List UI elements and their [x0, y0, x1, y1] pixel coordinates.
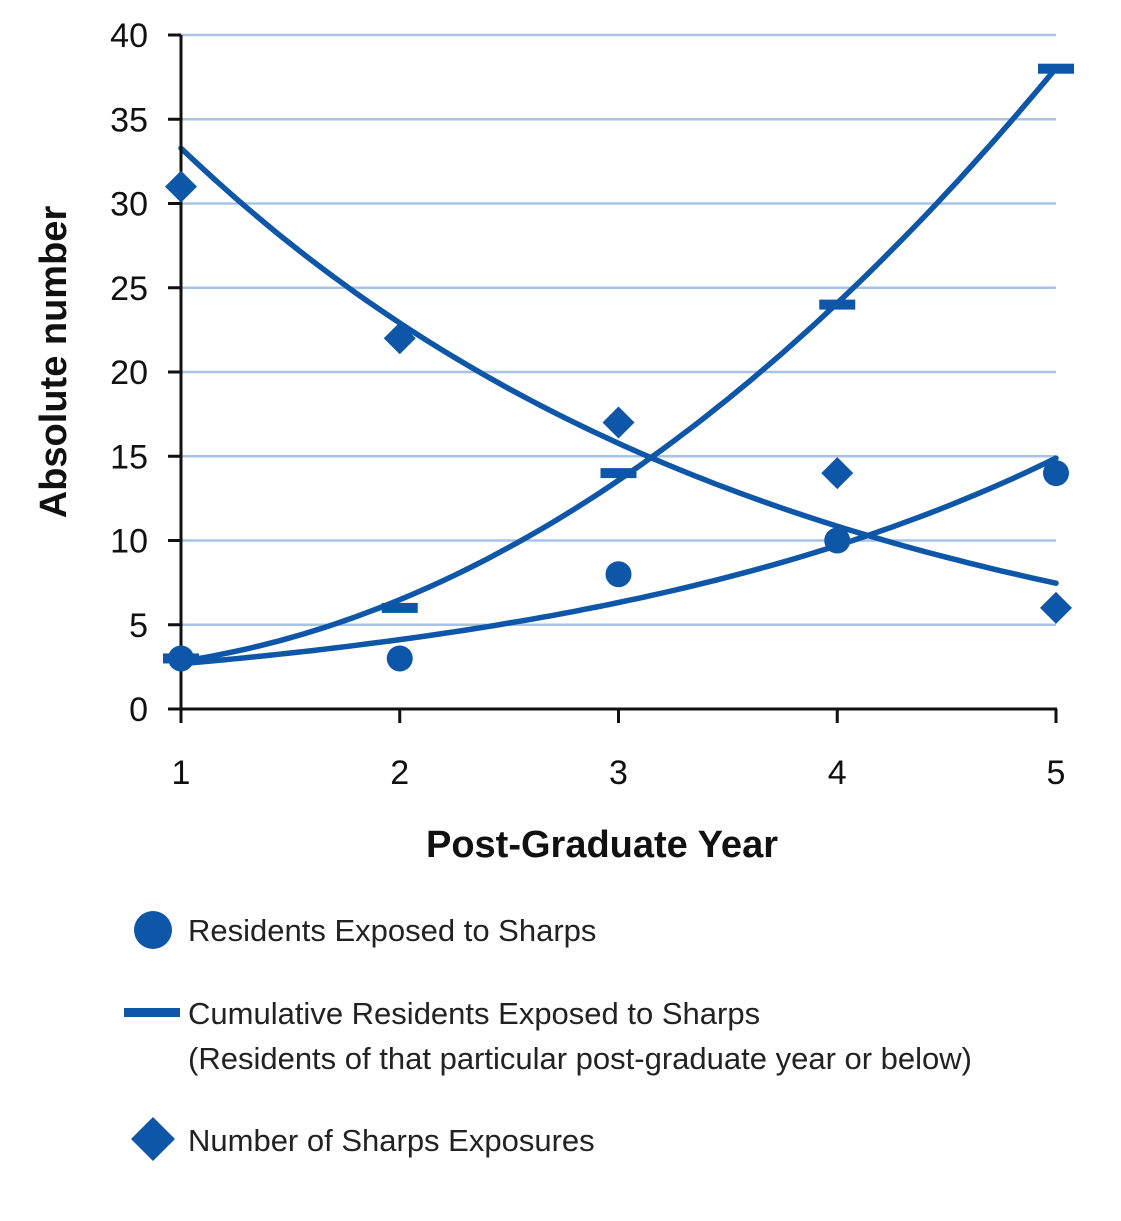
x-tick-label-3: 4: [828, 754, 847, 792]
point-s1-4: [1038, 63, 1074, 74]
point-s1-1: [381, 602, 418, 613]
y-tick-label-5: 25: [110, 270, 148, 308]
trend-lines: [178, 65, 1059, 667]
axes: [168, 33, 1058, 723]
legend-label-cumulative: Cumulative Residents Exposed to Sharps: [188, 996, 760, 1031]
legend-label-residents: Residents Exposed to Sharps: [188, 913, 596, 948]
y-tick-label-0: 0: [129, 691, 148, 729]
legend: Residents Exposed to Sharps Cumulative R…: [124, 911, 972, 1161]
y-tick-label-7: 35: [110, 101, 148, 139]
point-s1-3: [819, 299, 856, 310]
y-tick-label-1: 5: [129, 607, 148, 645]
point-s2-4: [1040, 591, 1072, 624]
x-tick-label-1: 2: [390, 754, 409, 792]
x-tick-labels: 1 2 3 4 5: [172, 754, 1066, 792]
point-s2-3: [821, 457, 854, 490]
y-tick-label-8: 40: [110, 17, 148, 55]
legend-dash-icon: [124, 1008, 180, 1017]
x-axis-title: Post-Graduate Year: [426, 824, 778, 866]
point-s0-4: [1043, 460, 1069, 487]
trend-line-2: [178, 145, 1059, 586]
point-s1-2: [600, 468, 637, 479]
y-tick-label-4: 20: [110, 354, 148, 392]
point-s0-1: [386, 645, 413, 672]
point-s0-2: [605, 561, 632, 588]
legend-diamond-icon: [131, 1117, 175, 1161]
x-tick-label-0: 1: [172, 754, 191, 792]
x-tick-label-4: 5: [1047, 754, 1066, 792]
point-s2-2: [602, 406, 635, 439]
y-axis-title: Absolute number: [33, 206, 75, 519]
trend-line-1: [178, 65, 1059, 665]
point-s1-0: [163, 653, 199, 664]
y-tick-label-3: 15: [110, 438, 148, 476]
y-tick-label-2: 10: [110, 523, 148, 561]
legend-circle-icon: [134, 911, 172, 949]
point-s2-0: [165, 170, 197, 203]
legend-label-cumulative-note: (Residents of that particular post-gradu…: [188, 1041, 972, 1076]
data-points: [163, 63, 1074, 672]
y-tick-label-6: 30: [110, 186, 148, 224]
x-tick-label-2: 3: [609, 754, 628, 792]
legend-label-exposures: Number of Sharps Exposures: [188, 1123, 595, 1158]
point-s0-3: [824, 527, 851, 554]
point-s2-1: [383, 322, 416, 355]
y-tick-labels: 0 5 10 15 20 25 30 35 40: [110, 17, 148, 729]
trend-line-0: [178, 455, 1059, 667]
grid-lines: [181, 33, 1056, 626]
